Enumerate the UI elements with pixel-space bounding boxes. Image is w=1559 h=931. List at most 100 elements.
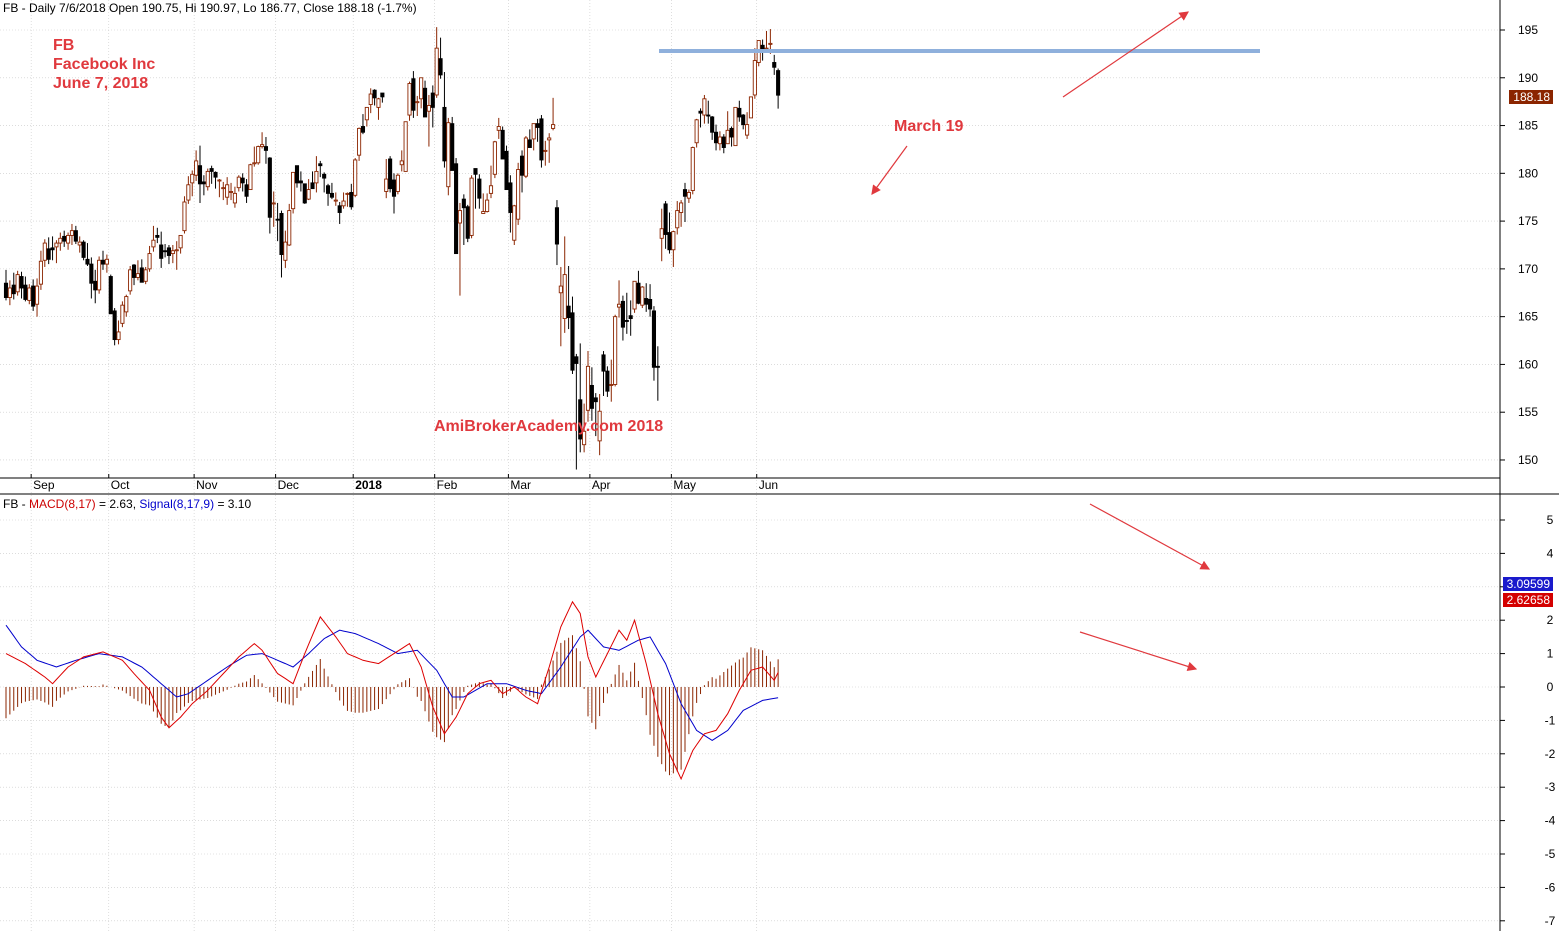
price-tick-label: 155 <box>1518 405 1538 419</box>
candle-body <box>73 230 78 242</box>
candle-body <box>694 119 699 144</box>
candle-body <box>593 397 598 403</box>
macd-symbol: FB - <box>3 497 29 511</box>
march-19-label: March 19 <box>894 118 964 135</box>
candle-body <box>585 365 591 411</box>
candle-body <box>713 131 719 144</box>
candle-body <box>174 249 179 252</box>
macd-tick-label: -7 <box>1545 914 1556 928</box>
candle-body <box>341 200 346 207</box>
candlestick-series <box>3 27 781 470</box>
candle-body <box>252 162 257 165</box>
candle-body <box>752 60 757 96</box>
candle-body <box>485 199 490 212</box>
candle-body <box>143 269 148 282</box>
candle-body <box>609 384 614 386</box>
candle-body <box>116 331 121 341</box>
candle-body <box>554 207 560 245</box>
candle-body <box>543 149 548 152</box>
candle-body <box>228 191 234 193</box>
candle-body <box>391 179 397 197</box>
histogram-divergence-arrow <box>1079 631 1198 672</box>
price-tick-label: 165 <box>1518 310 1538 324</box>
candle-body <box>679 202 684 213</box>
candle-body <box>748 96 754 119</box>
candle-body <box>333 199 338 202</box>
candle-body <box>267 157 272 218</box>
candle-body <box>364 106 369 121</box>
signal-legend-value: = 3.10 <box>214 497 252 511</box>
candle-body <box>225 184 230 198</box>
candle-body <box>473 168 478 175</box>
candle-body <box>186 184 191 201</box>
candle-body <box>411 78 416 111</box>
candle-body <box>283 241 288 261</box>
candle-body <box>539 118 544 161</box>
candle-body <box>360 126 366 133</box>
candle-body <box>461 198 466 209</box>
candle-body <box>287 210 292 246</box>
candle-body <box>737 107 742 118</box>
candle-body <box>492 141 497 175</box>
candle-body <box>54 242 59 248</box>
price-tick-label: 150 <box>1518 453 1538 467</box>
candle-body <box>170 250 175 255</box>
candle-body <box>644 298 649 305</box>
candle-body <box>725 129 730 145</box>
candle-body <box>314 170 319 184</box>
price-tick-label: 190 <box>1518 71 1538 85</box>
candle-body <box>589 384 594 409</box>
candle-body <box>19 276 24 289</box>
candle-body <box>260 144 265 148</box>
candle-body <box>298 180 303 184</box>
macd-legend-label: MACD(8,17) <box>29 497 96 511</box>
candle-body <box>349 191 354 208</box>
candle-body <box>578 399 583 440</box>
candle-body <box>294 165 300 184</box>
price-tick-label: 160 <box>1518 357 1538 371</box>
candle-body <box>97 259 102 291</box>
candle-body <box>376 98 381 108</box>
candle-body <box>651 310 657 368</box>
price-tick-label: 195 <box>1518 23 1538 37</box>
candle-body <box>325 185 331 194</box>
candle-body <box>729 127 734 138</box>
candle-body <box>519 155 525 176</box>
signal-legend-label: Signal(8,17,9) <box>139 497 215 511</box>
candle-body <box>446 122 451 188</box>
candle-body <box>69 230 75 236</box>
macd-tick-label: 0 <box>1547 680 1554 694</box>
candle-body <box>221 187 226 190</box>
macd-tick-label: -3 <box>1545 780 1556 794</box>
candle-body <box>500 129 505 160</box>
candle-body <box>100 259 106 265</box>
macd-tick-label: 2 <box>1547 613 1554 627</box>
candle-body <box>217 179 222 182</box>
candle-body <box>523 137 528 177</box>
candle-body <box>310 182 315 190</box>
candle-body <box>403 121 408 172</box>
candle-body <box>31 285 36 307</box>
candle-body <box>201 181 206 185</box>
candle-body <box>353 159 358 196</box>
candle-body <box>62 235 67 242</box>
candle-body <box>675 210 680 229</box>
candle-body <box>438 58 443 76</box>
candle-body <box>244 184 249 197</box>
candle-body <box>112 310 117 341</box>
candle-body <box>419 77 424 100</box>
month-tick-label: Dec <box>278 478 299 492</box>
candle-body <box>772 62 777 68</box>
month-tick-label: May <box>673 478 696 492</box>
candle-body <box>384 178 389 192</box>
trend-annotations <box>659 11 1260 672</box>
candle-body <box>682 189 688 197</box>
macd-tick-label: -4 <box>1545 814 1556 828</box>
candle-body <box>415 101 420 104</box>
macd-lines <box>5 600 779 781</box>
macd-tick-label: -2 <box>1545 747 1556 761</box>
candle-body <box>190 173 195 184</box>
candle-body <box>131 264 137 278</box>
candle-body <box>46 248 51 260</box>
macd-legend-value: = 2.63, <box>95 497 140 511</box>
